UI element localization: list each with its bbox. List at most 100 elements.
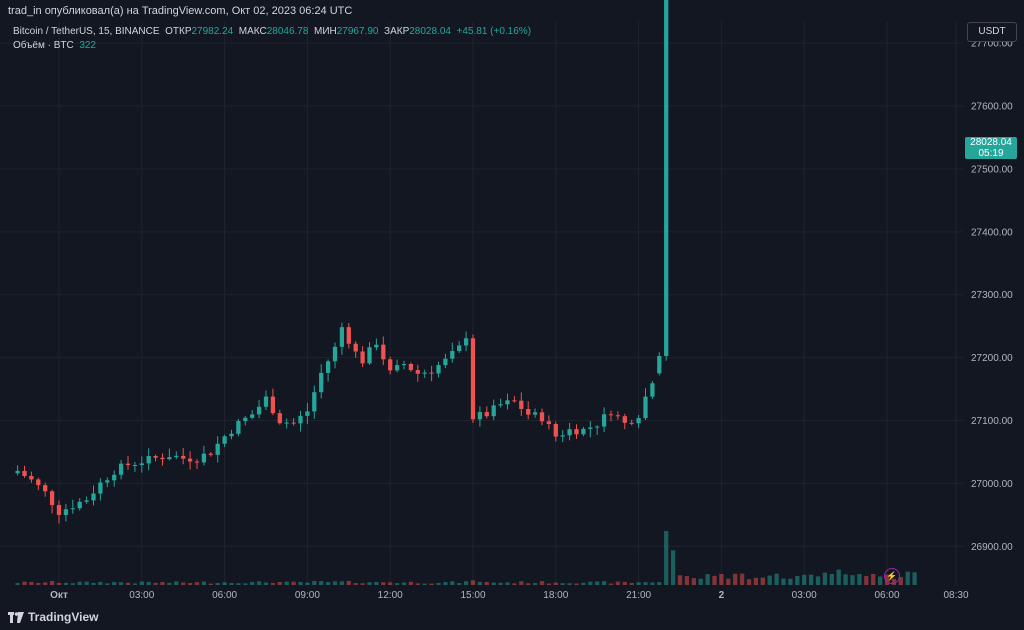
candle-body xyxy=(56,505,62,516)
candle-body xyxy=(222,436,227,444)
volume-bar xyxy=(118,582,124,585)
volume-bar xyxy=(374,581,379,585)
volume-bar xyxy=(394,583,400,585)
candle-body xyxy=(450,351,455,359)
time-axis[interactable] xyxy=(0,585,963,604)
volume-bar xyxy=(381,582,386,585)
volume-bar xyxy=(636,582,641,585)
candle-body xyxy=(332,346,338,362)
volume-value: 322 xyxy=(79,40,96,51)
lightning-icon[interactable]: ⚡ xyxy=(884,568,900,584)
volume-bar xyxy=(236,583,241,585)
volume-bar xyxy=(56,582,62,585)
volume-bar xyxy=(864,576,869,585)
price-tick-label: 27400.00 xyxy=(971,227,1013,238)
candle-body xyxy=(429,372,434,374)
volume-bar xyxy=(733,573,738,585)
volume-bar xyxy=(746,579,752,585)
time-tick-label: 06:00 xyxy=(874,590,899,601)
close-label: ЗАКР xyxy=(384,26,410,37)
candle-body xyxy=(250,414,255,418)
candle-body xyxy=(381,344,386,360)
candle-body xyxy=(15,470,20,474)
symbol-legend: Bitcoin / TetherUS, 15, BINANCE ОТКР2798… xyxy=(13,25,531,53)
price-tick-label: 27700.00 xyxy=(971,39,1013,50)
volume-bar xyxy=(194,582,200,585)
candle-body xyxy=(146,456,151,464)
volume-bar xyxy=(567,583,572,585)
volume-bar xyxy=(284,581,289,585)
candle-body xyxy=(325,361,331,373)
volume-bar xyxy=(588,581,593,585)
candle-body xyxy=(291,422,296,424)
candle-body xyxy=(125,463,131,466)
candle-body xyxy=(118,463,124,475)
volume-bar xyxy=(146,582,151,585)
price-tick-label: 27200.00 xyxy=(971,353,1013,364)
tradingview-logo[interactable]: TradingView xyxy=(8,610,98,624)
candle-body xyxy=(36,479,41,486)
plot-area[interactable] xyxy=(0,22,963,604)
volume-bar xyxy=(443,582,448,585)
volume-bar xyxy=(836,569,841,585)
price-tick-label: 27000.00 xyxy=(971,479,1013,490)
volume-bar xyxy=(263,582,269,585)
symbol-name[interactable]: Bitcoin / TetherUS, 15, BINANCE xyxy=(13,26,160,37)
price-tick-label: 27300.00 xyxy=(971,290,1013,301)
volume-bar xyxy=(553,582,558,585)
volume-bar xyxy=(753,577,759,585)
candle-body xyxy=(657,356,662,374)
candle-body xyxy=(567,429,572,436)
candle-body xyxy=(388,359,393,371)
candle-body xyxy=(470,338,476,420)
candle-body xyxy=(312,392,317,412)
volume-bar xyxy=(491,582,496,585)
volume-bar xyxy=(360,583,365,585)
candle-body xyxy=(132,465,138,467)
candle-body xyxy=(29,476,34,480)
candle-body xyxy=(167,457,172,460)
candle-body xyxy=(215,443,220,455)
time-tick-label: 09:00 xyxy=(295,590,320,601)
price-axis[interactable] xyxy=(963,22,1024,604)
volume-bar xyxy=(312,580,317,585)
time-tick-label: 03:00 xyxy=(792,590,817,601)
candle-body xyxy=(270,396,276,414)
volume-bar xyxy=(36,582,41,585)
volume-bar xyxy=(739,573,745,585)
volume-bar xyxy=(774,573,779,585)
candle-body xyxy=(112,474,117,481)
currency-button[interactable]: USDT xyxy=(967,22,1017,42)
low-label: МИН xyxy=(314,26,337,37)
volume-bar xyxy=(112,582,117,585)
volume-bar xyxy=(201,581,207,585)
volume-bar xyxy=(422,583,427,585)
volume-bars xyxy=(15,531,917,585)
volume-bar xyxy=(84,581,89,585)
candle-body xyxy=(484,412,489,417)
volume-bar xyxy=(560,583,565,585)
candle-body xyxy=(181,455,186,459)
current-price-badge: 28028.04 05:19 xyxy=(965,137,1017,159)
volume-bar xyxy=(457,583,462,585)
volume-bar xyxy=(470,580,476,585)
published-caption: trad_in опубликовал(а) на TradingView.co… xyxy=(8,5,353,17)
volume-bar xyxy=(650,582,655,585)
candle-body xyxy=(374,344,379,348)
price-tick-label: 26900.00 xyxy=(971,542,1013,553)
candle-body xyxy=(650,383,655,397)
candle-body xyxy=(581,428,586,435)
candle-body xyxy=(263,396,269,407)
candle-body xyxy=(284,422,289,424)
volume-bar xyxy=(532,583,538,585)
time-tick-label: 03:00 xyxy=(129,590,154,601)
volume-bar xyxy=(788,578,793,585)
time-tick-label: 18:00 xyxy=(543,590,568,601)
close-value: 28028.04 xyxy=(409,26,451,37)
candle-body xyxy=(560,435,565,437)
volume-bar xyxy=(898,577,903,585)
candle-body xyxy=(229,433,234,437)
volume-label[interactable]: Объём · BTC xyxy=(13,40,74,51)
volume-bar xyxy=(877,576,883,585)
